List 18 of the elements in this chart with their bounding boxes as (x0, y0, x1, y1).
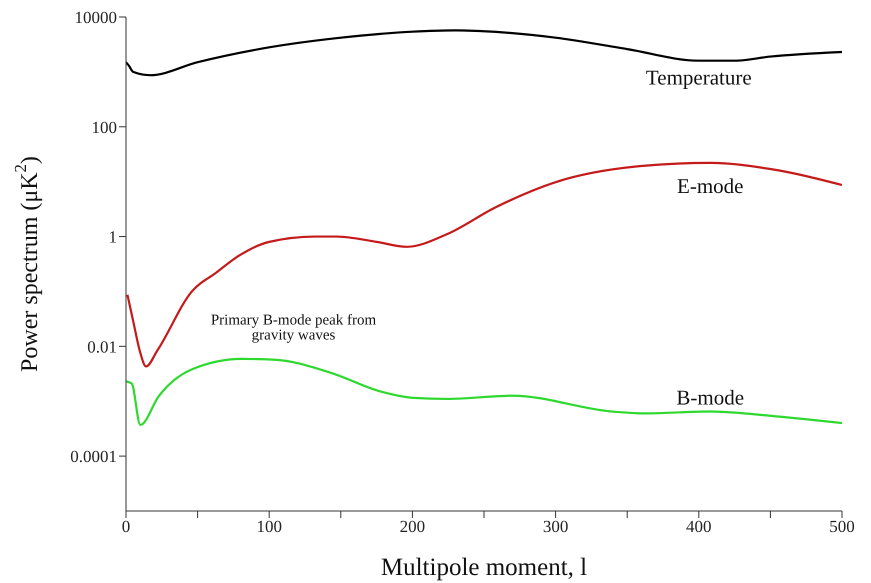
y-tick-label: 0.01 (87, 337, 117, 356)
x-tick-label: 0 (122, 517, 130, 536)
annotation: Primary B-mode peak from gravity waves (210, 312, 377, 344)
y-tick-label: 10000 (74, 8, 117, 28)
series-label: E-mode (677, 174, 744, 198)
series-label: Temperature (646, 66, 752, 90)
x-tick-label: 300 (542, 517, 568, 536)
x-tick-label: 100 (256, 517, 282, 536)
y-tick-label: 100 (92, 118, 117, 137)
x-tick-label: 500 (829, 517, 855, 536)
series-label: B-mode (676, 385, 744, 410)
x-axis-title: Multipole moment, l (380, 554, 588, 581)
x-tick-label: 200 (400, 517, 426, 536)
line-series (126, 162, 842, 368)
y-tick-label: 0.0001 (70, 447, 117, 466)
line-series (126, 358, 842, 426)
y-tick-label: 1 (108, 228, 117, 247)
x-tick-label: 400 (686, 517, 712, 536)
